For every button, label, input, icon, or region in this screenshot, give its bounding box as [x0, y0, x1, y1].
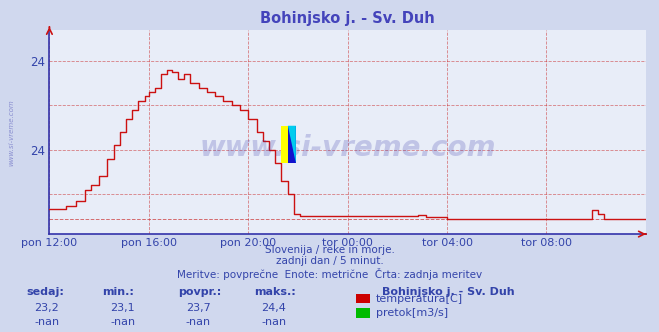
Polygon shape [288, 126, 296, 163]
FancyBboxPatch shape [281, 126, 288, 163]
Text: Bohinjsko j. - Sv. Duh: Bohinjsko j. - Sv. Duh [382, 287, 515, 297]
Text: Slovenija / reke in morje.: Slovenija / reke in morje. [264, 245, 395, 255]
Text: -nan: -nan [110, 317, 135, 327]
Title: Bohinjsko j. - Sv. Duh: Bohinjsko j. - Sv. Duh [260, 11, 435, 26]
Text: Meritve: povprečne  Enote: metrične  Črta: zadnja meritev: Meritve: povprečne Enote: metrične Črta:… [177, 268, 482, 280]
Text: maks.:: maks.: [254, 287, 295, 297]
Text: sedaj:: sedaj: [26, 287, 64, 297]
Text: 23,2: 23,2 [34, 303, 59, 313]
Text: temperatura[C]: temperatura[C] [376, 294, 463, 304]
Text: min.:: min.: [102, 287, 134, 297]
Text: 23,7: 23,7 [186, 303, 211, 313]
Text: www.si-vreme.com: www.si-vreme.com [200, 134, 496, 162]
Text: zadnji dan / 5 minut.: zadnji dan / 5 minut. [275, 256, 384, 266]
Text: povpr.:: povpr.: [178, 287, 221, 297]
Text: -nan: -nan [262, 317, 287, 327]
Text: -nan: -nan [186, 317, 211, 327]
FancyBboxPatch shape [288, 126, 296, 163]
Text: pretok[m3/s]: pretok[m3/s] [376, 308, 447, 318]
Text: 24,4: 24,4 [262, 303, 287, 313]
Text: 23,1: 23,1 [110, 303, 134, 313]
Text: -nan: -nan [34, 317, 59, 327]
Text: www.si-vreme.com: www.si-vreme.com [8, 99, 14, 166]
